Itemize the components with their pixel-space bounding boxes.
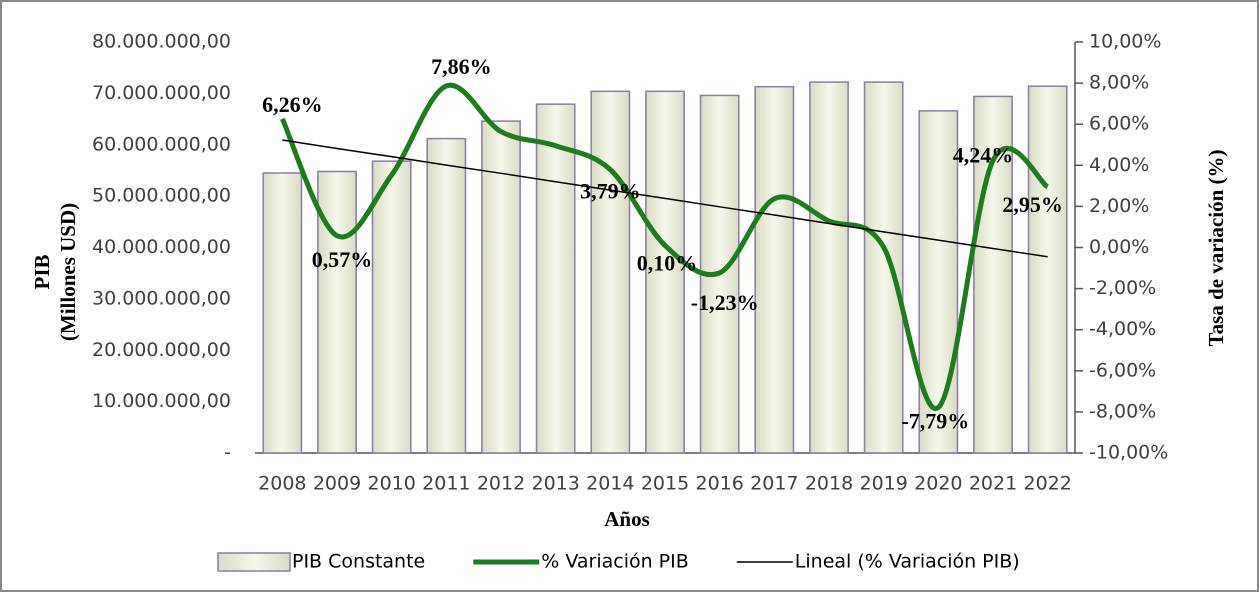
y2-tick-label: 6,00% — [1089, 113, 1149, 135]
x-tick-label: 2020 — [914, 473, 962, 495]
bar — [918, 110, 959, 454]
y-tick-label: 50.000.000,00 — [92, 185, 231, 207]
y2-tick-label: -10,00% — [1089, 442, 1168, 464]
bar — [754, 85, 795, 454]
y-axis-title: (Millones USD) — [56, 203, 80, 341]
legend-label: PIB Constante — [292, 551, 425, 573]
legend-label: % Variación PIB — [541, 551, 689, 573]
x-tick-label: 2008 — [258, 473, 306, 495]
y2-tick-label: 8,00% — [1089, 72, 1149, 94]
y-tick-label: 70.000.000,00 — [92, 82, 231, 104]
y-tick-label: - — [224, 442, 231, 464]
data-label: -1,23% — [691, 290, 759, 315]
bar — [590, 90, 631, 454]
bar — [645, 90, 685, 454]
legend-label: Lineal (% Variación PIB) — [795, 551, 1020, 573]
y-tick-label: 10.000.000,00 — [92, 390, 231, 412]
bar — [863, 81, 904, 454]
bar — [371, 160, 412, 454]
x-tick-label: 2019 — [859, 473, 907, 495]
x-tick-label: 2010 — [367, 473, 415, 495]
x-tick-label: 2018 — [805, 473, 853, 495]
y2-tick-label: -8,00% — [1089, 400, 1156, 422]
y2-tick-label: 10,00% — [1089, 31, 1161, 53]
x-tick-label: 2021 — [969, 473, 1017, 495]
y-tick-label: 20.000.000,00 — [92, 339, 231, 361]
y2-tick-label: -6,00% — [1089, 359, 1156, 381]
x-tick-label: 2014 — [586, 473, 634, 495]
x-axis-title: Años — [604, 507, 650, 531]
data-label: -7,79% — [901, 409, 969, 434]
y-tick-label: 60.000.000,00 — [92, 133, 231, 155]
y2-tick-label: 4,00% — [1089, 154, 1149, 176]
x-tick-label: 2022 — [1023, 473, 1071, 495]
data-label: 0,10% — [637, 250, 698, 275]
bar — [426, 137, 467, 454]
trend-line — [282, 139, 1048, 258]
legend-swatch — [217, 552, 291, 572]
bar — [535, 103, 576, 454]
data-label: 7,86% — [431, 54, 492, 79]
y2-tick-label: 2,00% — [1089, 195, 1149, 217]
bar — [809, 81, 849, 454]
x-tick-label: 2011 — [422, 473, 470, 495]
y-tick-label: 40.000.000,00 — [92, 236, 231, 258]
x-tick-label: 2015 — [641, 473, 689, 495]
data-label: 6,26% — [262, 92, 323, 117]
x-tick-label: 2013 — [531, 473, 579, 495]
bar — [1027, 85, 1068, 454]
series-line — [280, 82, 1050, 411]
x-tick-label: 2012 — [477, 473, 525, 495]
data-label: 4,24% — [953, 142, 1014, 167]
y-tick-label: 80.000.000,00 — [92, 31, 231, 53]
y2-tick-label: 0,00% — [1089, 236, 1149, 258]
x-tick-label: 2017 — [750, 473, 798, 495]
y2-tick-label: -2,00% — [1089, 277, 1156, 299]
data-label: 0,57% — [312, 247, 373, 272]
data-label: 3,79% — [580, 179, 641, 204]
y-tick-label: 30.000.000,00 — [92, 287, 231, 309]
x-tick-label: 2016 — [695, 473, 743, 495]
y2-axis-title: Tasa de variación (%) — [1204, 150, 1228, 347]
bar — [262, 172, 303, 454]
bar — [317, 170, 357, 454]
bar — [481, 120, 521, 454]
x-tick-label: 2009 — [313, 473, 361, 495]
y-axis-title: PIB — [30, 254, 54, 289]
y2-tick-label: -4,00% — [1089, 318, 1156, 340]
data-label: 2,95% — [1002, 192, 1063, 217]
